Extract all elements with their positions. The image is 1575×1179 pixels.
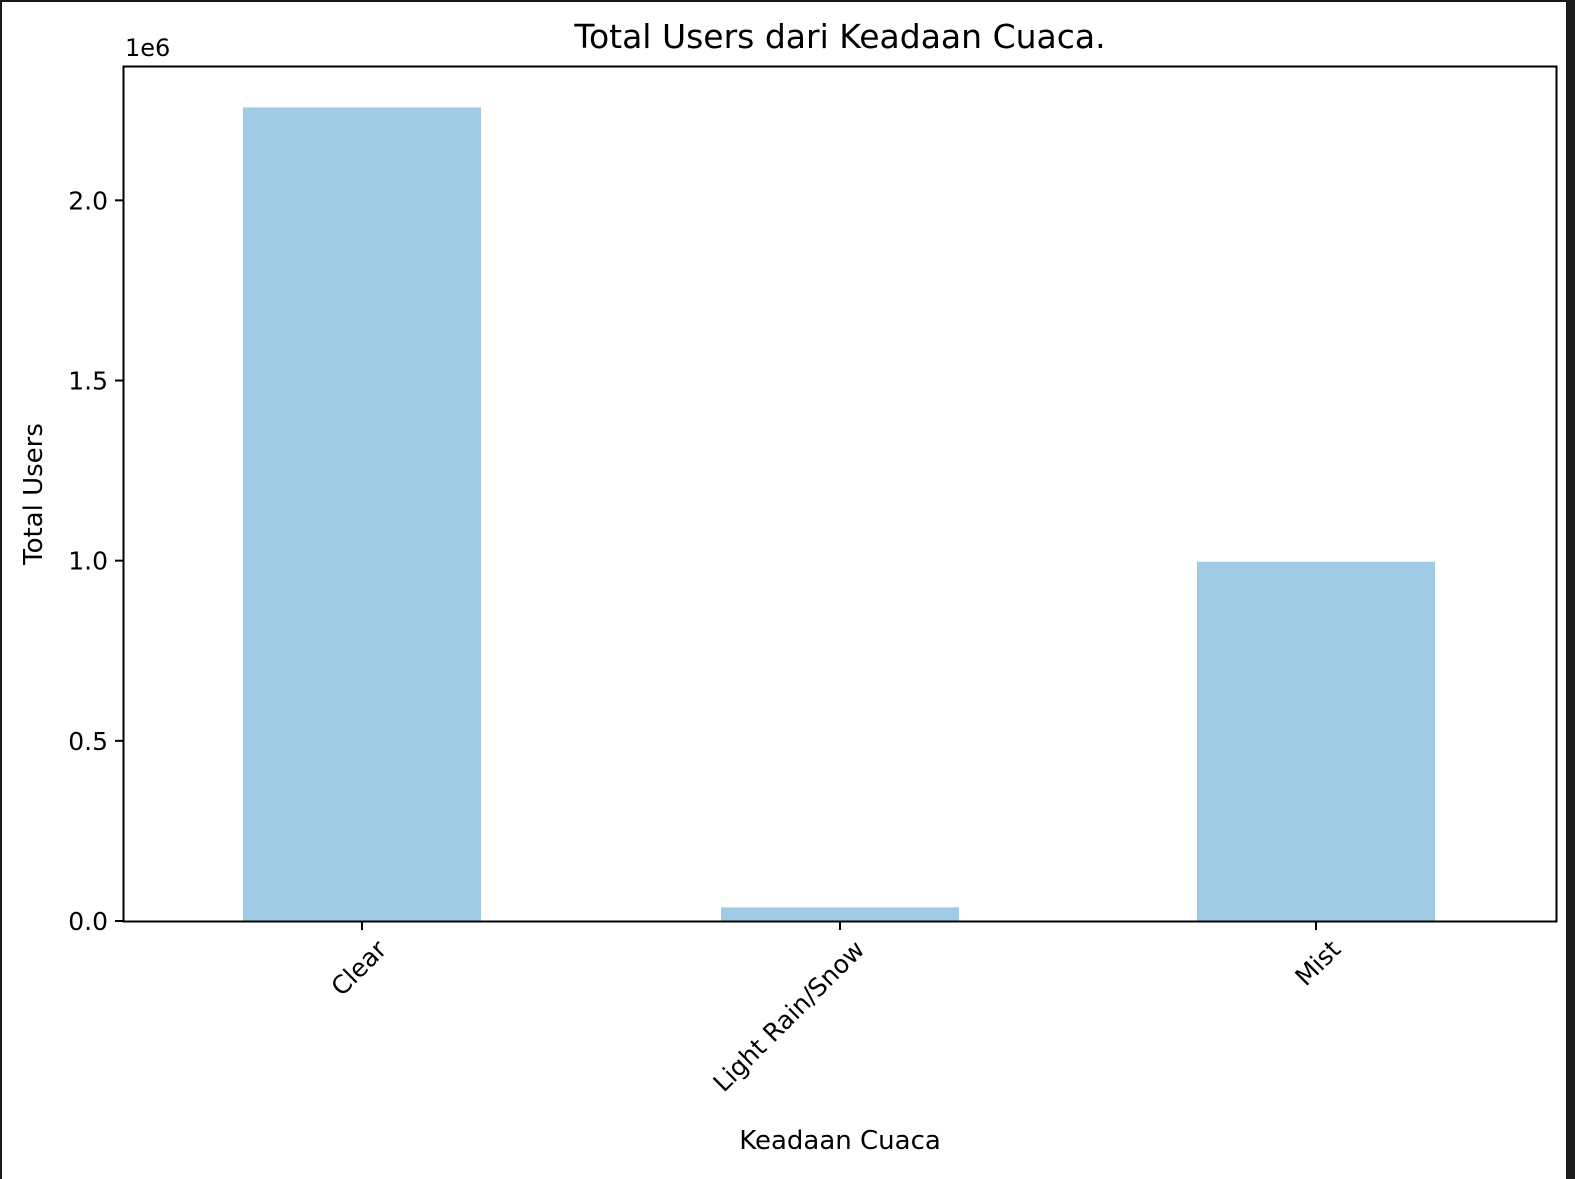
- bar-light-rain-snow: [721, 907, 959, 921]
- x-tick-label: Mist: [1289, 935, 1346, 992]
- plot-area-frame: [122, 65, 1558, 923]
- x-tick-label: Light Rain/Snow: [707, 935, 870, 1098]
- x-tick-label: Clear: [325, 934, 392, 1001]
- bar-mist: [1197, 561, 1435, 921]
- y-tick-label: 1.0: [68, 547, 108, 576]
- y-tick-label: 0.0: [68, 907, 108, 936]
- chart-title: Total Users dari Keadaan Cuaca.: [573, 17, 1105, 56]
- y-tick-label: 1.5: [68, 366, 108, 395]
- x-axis-label: Keadaan Cuaca: [739, 1126, 941, 1156]
- y-axis-offset-label: 1e6: [125, 34, 170, 62]
- y-axis-label: Total Users: [19, 423, 49, 566]
- bar-clear: [243, 107, 481, 921]
- y-tick-label: 0.5: [68, 727, 108, 756]
- y-tick-label: 2.0: [68, 186, 108, 215]
